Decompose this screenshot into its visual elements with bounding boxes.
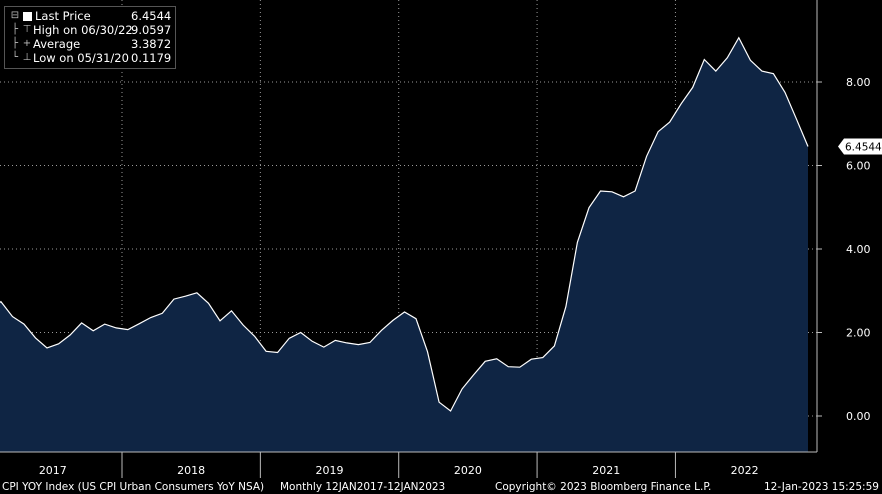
y-tick-label: 6.00 — [846, 160, 871, 173]
y-tick-label: 0.00 — [846, 410, 871, 423]
y-axis: 0.00 2.00 4.00 6.00 8.00 — [817, 76, 871, 423]
footer-range: Monthly 12JAN2017-12JAN2023 — [280, 481, 446, 493]
legend: ⊟ Last Price 6.4544 ├ ⊤ High on 06/30/22… — [4, 6, 177, 69]
legend-row-last: ⊟ Last Price 6.4544 — [9, 9, 171, 23]
cpi-area — [0, 37, 808, 452]
x-axis: 2017 2018 2019 2020 2021 2022 — [39, 452, 759, 478]
last-value-tag-box — [838, 138, 882, 155]
legend-average-value: 3.3872 — [131, 37, 172, 51]
footer-bar: CPI YOY Index (US CPI Urban Consumers Yo… — [0, 480, 882, 494]
legend-low-label: Low on 05/31/20 — [33, 51, 129, 65]
legend-row-low: └ ⊥ Low on 05/31/20 0.1179 — [9, 51, 171, 65]
footer-timestamp: 12-Jan-2023 15:25:59 — [764, 481, 879, 493]
legend-low-value: 0.1179 — [131, 51, 172, 65]
cpi-line — [0, 36, 809, 412]
legend-high-label: High on 06/30/22 — [33, 23, 133, 37]
legend-row-average: ├ + Average 3.3872 — [9, 37, 171, 51]
last-value-tag: 6.4544 — [838, 138, 882, 155]
y-tick-label: 2.00 — [846, 327, 871, 340]
y-tick-label: 4.00 — [846, 243, 871, 256]
last-price-swatch-icon — [23, 11, 32, 21]
x-tick-label: 2022 — [731, 464, 759, 477]
last-value-tag-text: 6.4544 — [845, 142, 882, 154]
legend-last-label: Last Price — [35, 9, 91, 23]
y-tick-label: 8.00 — [846, 76, 871, 89]
tree-end-icon: └ — [11, 52, 19, 63]
average-marker-icon: + — [22, 38, 32, 49]
x-tick-label: 2017 — [39, 464, 67, 477]
footer-copyright: Copyright© 2023 Bloomberg Finance L.P. — [495, 481, 712, 493]
x-tick-label: 2019 — [316, 464, 344, 477]
x-tick-label: 2021 — [592, 464, 620, 477]
legend-row-high: ├ ⊤ High on 06/30/22 9.0597 — [9, 23, 171, 37]
x-tick-label: 2020 — [454, 464, 482, 477]
legend-high-value: 9.0597 — [131, 23, 172, 37]
tree-branch-icon: ├ — [11, 24, 19, 35]
footer-description: CPI YOY Index (US CPI Urban Consumers Yo… — [2, 481, 265, 493]
high-marker-icon: ⊤ — [22, 24, 32, 35]
legend-last-value: 6.4544 — [131, 9, 172, 23]
collapse-icon[interactable]: ⊟ — [10, 10, 20, 21]
tree-branch-icon: ├ — [11, 38, 19, 49]
low-marker-icon: ⊥ — [22, 52, 32, 63]
legend-average-label: Average — [33, 37, 81, 51]
x-tick-label: 2018 — [177, 464, 205, 477]
